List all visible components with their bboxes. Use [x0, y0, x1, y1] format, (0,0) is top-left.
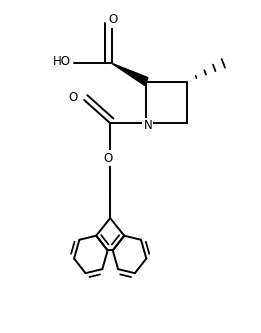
- Text: N: N: [144, 119, 152, 133]
- Text: O: O: [109, 13, 118, 27]
- Text: O: O: [103, 152, 112, 165]
- Text: O: O: [68, 91, 77, 104]
- Polygon shape: [112, 63, 148, 86]
- Text: HO: HO: [53, 55, 71, 69]
